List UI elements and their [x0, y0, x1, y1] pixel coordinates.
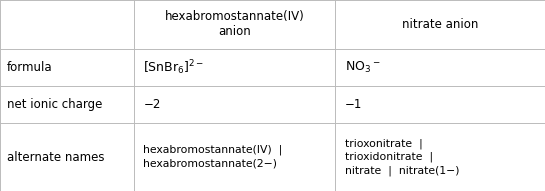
Text: nitrate anion: nitrate anion	[402, 18, 479, 31]
Text: hexabromostannate(2−): hexabromostannate(2−)	[143, 159, 277, 169]
Text: nitrate  |  nitrate(1−): nitrate | nitrate(1−)	[345, 166, 459, 176]
Text: NO$_3$$^-$: NO$_3$$^-$	[345, 60, 380, 75]
Text: trioxonitrate  |: trioxonitrate |	[345, 138, 423, 149]
Text: hexabromostannate(IV)
anion: hexabromostannate(IV) anion	[165, 10, 304, 38]
Text: trioxidonitrate  |: trioxidonitrate |	[345, 152, 433, 162]
Text: net ionic charge: net ionic charge	[7, 98, 102, 111]
Text: alternate names: alternate names	[7, 151, 104, 164]
Text: formula: formula	[7, 61, 52, 74]
Text: [SnBr$_6$]$^{2-}$: [SnBr$_6$]$^{2-}$	[143, 58, 204, 77]
Text: −2: −2	[143, 98, 161, 111]
Text: hexabromostannate(IV)  |: hexabromostannate(IV) |	[143, 145, 283, 155]
Text: −1: −1	[345, 98, 362, 111]
